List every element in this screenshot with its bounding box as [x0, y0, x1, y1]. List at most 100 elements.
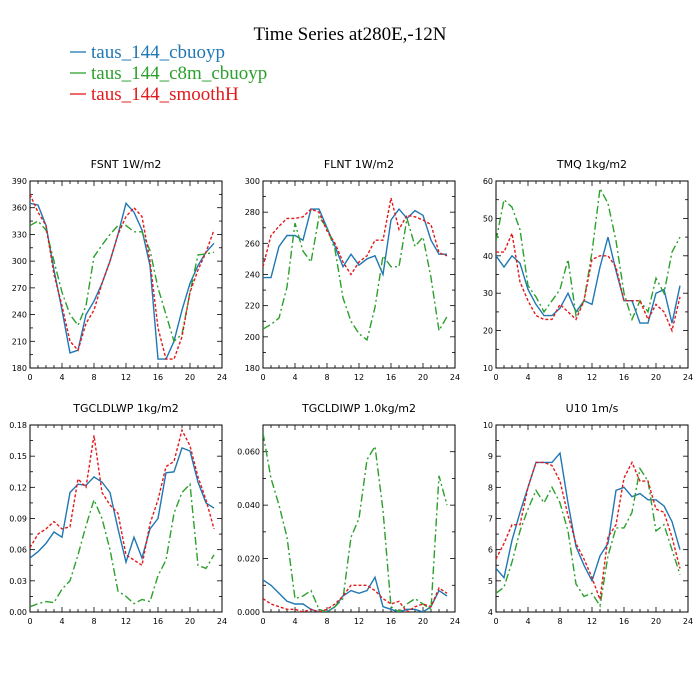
- y-tick-label: 220: [245, 302, 260, 311]
- y-tick-label: 0.000: [237, 608, 260, 617]
- x-tick-label: 16: [386, 373, 396, 382]
- series-line: [30, 220, 215, 343]
- y-tick-label: 200: [245, 333, 260, 342]
- y-tick-label: 360: [12, 204, 27, 213]
- x-tick-label: 16: [386, 617, 396, 626]
- x-tick-label: 20: [418, 617, 428, 626]
- y-tick-label: 300: [245, 177, 260, 186]
- legend-entry: taus_144_c8m_cbuoyp: [70, 63, 267, 84]
- y-tick-label: 260: [245, 239, 260, 248]
- x-tick-label: 24: [683, 373, 693, 382]
- x-tick-label: 20: [651, 373, 661, 382]
- series-line: [263, 207, 447, 279]
- y-tick-label: 180: [12, 364, 27, 373]
- x-tick-label: 24: [217, 617, 227, 626]
- x-tick-label: 0: [493, 617, 498, 626]
- x-tick-label: 16: [619, 373, 629, 382]
- y-tick-label: 390: [12, 177, 27, 186]
- y-tick-label: 30: [483, 289, 493, 298]
- panel-title: TMQ 1kg/m2: [556, 158, 627, 171]
- chart-panel: FLNT 1W/m2 0 4 8 12 16 20 24 180 200 220 240 260 280 3…: [245, 158, 460, 382]
- x-tick-label: 8: [324, 373, 329, 382]
- x-tick-label: 12: [587, 373, 597, 382]
- x-tick-label: 0: [27, 617, 32, 626]
- legend-entry: taus_144_smoothH: [70, 84, 239, 105]
- x-tick-label: 12: [354, 617, 364, 626]
- legend: taus_144_cbuoyptaus_144_c8m_cbuoyptaus_1…: [70, 42, 267, 105]
- legend-label: taus_144_c8m_cbuoyp: [91, 63, 267, 84]
- y-tick-label: 270: [12, 284, 27, 293]
- panel-title: U10 1m/s: [566, 402, 619, 415]
- x-tick-label: 4: [525, 617, 530, 626]
- x-tick-label: 20: [651, 617, 661, 626]
- series-line: [263, 432, 448, 612]
- x-tick-label: 16: [153, 373, 163, 382]
- y-tick-label: 4: [488, 608, 493, 617]
- x-tick-label: 4: [525, 373, 530, 382]
- x-tick-label: 16: [153, 617, 163, 626]
- y-tick-label: 0.020: [237, 555, 260, 564]
- y-tick-label: 240: [12, 311, 27, 320]
- series-line: [496, 230, 681, 333]
- y-tick-label: 8: [488, 483, 493, 492]
- x-tick-label: 12: [121, 373, 131, 382]
- chart-panel: TGCLDIWP 1.0kg/m2 0 4 8 12 16 20 24 0.000 0.020 0.…: [237, 402, 460, 626]
- y-tick-label: 210: [12, 337, 27, 346]
- series-line: [496, 451, 681, 583]
- y-tick-label: 0.060: [237, 448, 260, 457]
- x-tick-label: 20: [418, 373, 428, 382]
- y-tick-label: 10: [483, 421, 493, 430]
- y-tick-label: 280: [245, 208, 260, 217]
- series-line: [30, 482, 215, 608]
- series-line: [30, 194, 215, 360]
- x-tick-label: 24: [450, 617, 460, 626]
- chart-panel: TGCLDLWP 1kg/m2 0 4 8 12 16 20 24 0.00 0.03 0.06 0.…: [9, 402, 227, 626]
- series-line: [263, 215, 448, 342]
- y-tick-label: 20: [483, 327, 493, 336]
- y-tick-label: 50: [483, 214, 493, 223]
- x-tick-label: 4: [59, 373, 64, 382]
- y-tick-label: 0.00: [9, 608, 27, 617]
- x-tick-label: 0: [260, 617, 265, 626]
- series-line: [496, 186, 681, 322]
- x-tick-label: 0: [493, 373, 498, 382]
- y-tick-label: 240: [245, 271, 260, 280]
- y-tick-label: 0.03: [9, 577, 27, 586]
- series-line: [263, 575, 448, 612]
- legend-label: taus_144_smoothH: [91, 84, 239, 105]
- panel-title: TGCLDLWP 1kg/m2: [72, 402, 178, 415]
- x-tick-label: 8: [557, 617, 562, 626]
- x-tick-label: 8: [91, 373, 96, 382]
- x-tick-label: 8: [91, 617, 96, 626]
- legend-entry: taus_144_cbuoyp: [70, 42, 225, 63]
- x-tick-label: 20: [185, 373, 195, 382]
- y-tick-label: 0.06: [9, 546, 27, 555]
- x-tick-label: 4: [59, 617, 64, 626]
- series-line: [263, 584, 448, 612]
- panel-title: FSNT 1W/m2: [91, 158, 162, 171]
- y-tick-label: 180: [245, 364, 260, 373]
- plot-frame: [262, 424, 456, 613]
- x-tick-label: 12: [354, 373, 364, 382]
- panel-title: TGCLDIWP 1.0kg/m2: [301, 402, 416, 415]
- y-tick-label: 10: [483, 364, 493, 373]
- chart-panel: TMQ 1kg/m2 0 4 8 12 16 20 24 10 20 30 40 50 60: [483, 158, 693, 382]
- x-tick-label: 16: [619, 617, 629, 626]
- series-line: [263, 197, 448, 276]
- panels: FSNT 1W/m20 4 8 12 16 20 241802102402703003303…: [9, 158, 693, 626]
- series-line: [496, 466, 681, 608]
- x-tick-label: 12: [587, 617, 597, 626]
- y-tick-label: 40: [483, 252, 493, 261]
- y-tick-label: 0.040: [237, 501, 260, 510]
- y-tick-label: 5: [488, 577, 493, 586]
- y-tick-label: 7: [488, 515, 493, 524]
- figure-title: Time Series at280E,-12N: [254, 24, 447, 45]
- x-tick-label: 12: [121, 617, 131, 626]
- y-tick-label: 6: [488, 546, 493, 555]
- x-tick-label: 8: [324, 617, 329, 626]
- chart-panel: FSNT 1W/m2 0 4 8 12 16 20 24 180 210 240 270 300 330 3…: [12, 158, 227, 382]
- y-tick-label: 60: [483, 177, 493, 186]
- x-tick-label: 24: [450, 373, 460, 382]
- series-line: [30, 428, 215, 567]
